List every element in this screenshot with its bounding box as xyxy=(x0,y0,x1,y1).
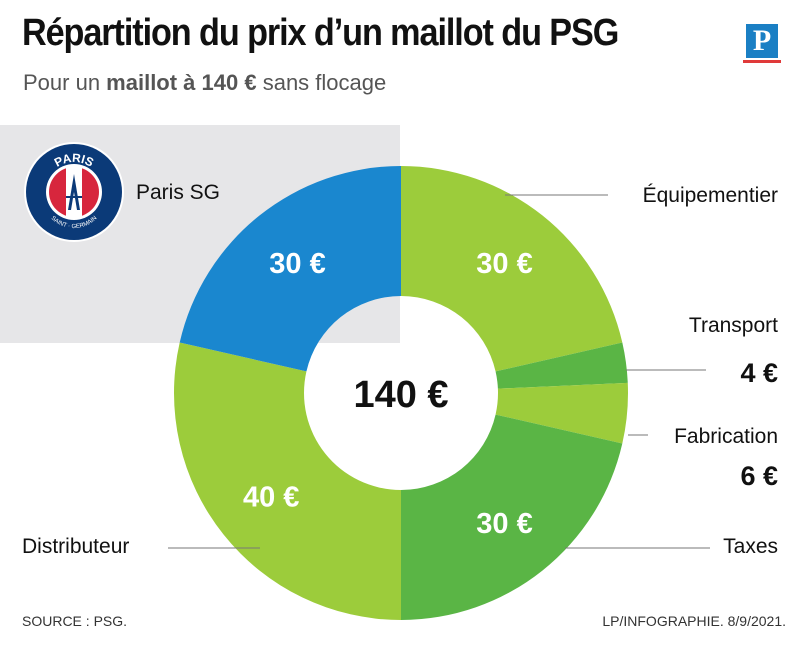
slice-small-value-label: 6 € xyxy=(740,461,778,491)
subtitle-suffix: sans flocage xyxy=(256,70,387,95)
slice-name-label: Distributeur xyxy=(22,535,129,558)
slice-name-label: Transport xyxy=(689,314,778,337)
slice-0 xyxy=(401,166,623,372)
slice-1 xyxy=(495,342,628,389)
subtitle-prefix: Pour un xyxy=(23,70,107,95)
slice-2 xyxy=(495,382,628,444)
credit-note: LP/INFOGRAPHIE. 8/9/2021. xyxy=(602,613,786,629)
slice-5 xyxy=(179,166,401,372)
slice-value-label: 40 € xyxy=(243,481,299,513)
page-title: Répartition du prix d’un maillot du PSG xyxy=(22,12,619,54)
slice-name-label: Taxes xyxy=(723,535,778,558)
slice-name-label: Équipementier xyxy=(643,184,778,207)
club-label: Paris SG xyxy=(136,181,221,204)
slice-value-label: 30 € xyxy=(476,508,532,540)
psg-crest-icon: PARIS SAINT · GERMAIN xyxy=(24,142,124,242)
slice-value-label: 30 € xyxy=(476,248,532,280)
slice-name-label: Fabrication xyxy=(674,425,778,448)
crest-top-text: PARIS xyxy=(52,151,96,170)
le-parisien-logo: P xyxy=(746,24,778,58)
source-note: SOURCE : PSG. xyxy=(22,613,128,629)
slice-3 xyxy=(401,414,623,620)
slice-4 xyxy=(174,342,401,620)
slice-small-value-label: 4 € xyxy=(740,358,778,388)
logo-underline xyxy=(743,60,781,63)
slice-value-label: 30 € xyxy=(269,248,325,280)
subtitle-bold: maillot à 140 € xyxy=(106,70,257,95)
page-subtitle: Pour un maillot à 140 € sans flocage xyxy=(23,70,386,96)
center-total: 140 € xyxy=(353,374,448,416)
